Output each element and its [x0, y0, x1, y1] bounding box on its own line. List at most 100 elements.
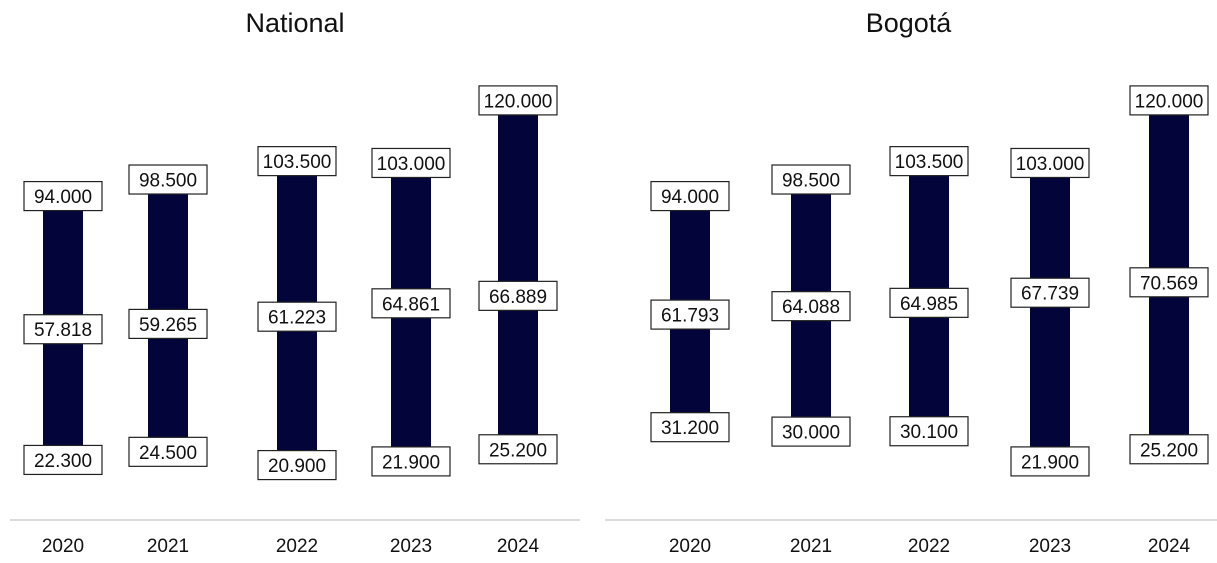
data-label-min-2022: 20.900 [257, 449, 337, 481]
data-label-box [771, 291, 851, 322]
x-tick-label-2020: 2020 [42, 536, 84, 557]
data-label-text: 103.500 [895, 152, 964, 173]
x-tick-label-2021: 2021 [147, 536, 189, 557]
data-label-text: 103.500 [263, 152, 332, 173]
data-label-box [889, 287, 969, 318]
data-label-text: 22.300 [34, 451, 92, 472]
data-label-box [371, 288, 451, 319]
data-label-max-2024: 120.000 [478, 85, 558, 116]
data-label-text: 24.500 [139, 443, 197, 464]
data-label-text: 31.200 [661, 418, 719, 439]
data-label-median-2023: 67.739 [1010, 277, 1090, 308]
data-label-text: 25.200 [489, 440, 547, 461]
data-label-text: 25.200 [1140, 440, 1198, 461]
data-label-box [23, 314, 103, 345]
data-label-box [650, 299, 730, 330]
data-label-box [23, 444, 103, 476]
x-tick-label-2022: 2022 [908, 536, 950, 557]
data-label-box [371, 147, 451, 179]
data-label-box [650, 412, 730, 443]
data-label-box [257, 146, 337, 177]
data-label-max-2023: 103.000 [371, 147, 451, 179]
data-label-box [1010, 147, 1090, 179]
x-tick-label-2023: 2023 [390, 536, 432, 557]
data-label-text: 20.900 [268, 456, 326, 477]
data-label-min-2021: 24.500 [128, 436, 208, 467]
data-label-min-2024: 25.200 [478, 434, 558, 465]
data-label-text: 61.223 [268, 308, 326, 329]
data-label-text: 120.000 [484, 91, 553, 112]
data-label-min-2023: 21.900 [1010, 446, 1090, 477]
data-label-max-2022: 103.500 [889, 146, 969, 177]
data-label-median-2023: 64.861 [371, 288, 451, 319]
data-label-max-2022: 103.500 [257, 146, 337, 177]
data-label-text: 64.985 [900, 294, 958, 315]
data-label-median-2024: 70.569 [1129, 267, 1209, 298]
chart-plot-national: 94.000 57.818 22.300 2020 98.500 59.265 24.500… [10, 85, 580, 557]
data-label-max-2023: 103.000 [1010, 147, 1090, 179]
data-label-box [1129, 267, 1209, 298]
data-label-box [1129, 434, 1209, 465]
data-label-text: 64.861 [382, 294, 440, 315]
data-label-median-2024: 66.889 [478, 280, 558, 311]
range-bar-2024 [498, 100, 538, 450]
data-label-box [128, 436, 208, 467]
chart-title-bogota: Bogotá [865, 8, 952, 38]
data-label-text: 94.000 [661, 187, 719, 208]
data-label-text: 21.900 [1021, 452, 1079, 473]
data-label-text: 57.818 [34, 320, 92, 341]
data-label-text: 98.500 [139, 171, 197, 192]
data-label-box [1010, 277, 1090, 308]
data-label-box [257, 301, 337, 332]
data-label-max-2021: 98.500 [771, 164, 851, 195]
data-label-box [478, 434, 558, 465]
data-label-box [128, 308, 208, 340]
data-label-text: 21.900 [382, 452, 440, 473]
x-tick-label-2024: 2024 [1148, 536, 1191, 557]
chart-national: National 94.000 57.818 22.300 2020 98.500 59.… [0, 0, 590, 563]
data-label-median-2020: 57.818 [23, 314, 103, 345]
data-label-box [371, 446, 451, 477]
data-label-text: 67.739 [1021, 284, 1079, 305]
data-label-text: 103.000 [1016, 154, 1085, 175]
data-label-max-2020: 94.000 [650, 180, 730, 212]
data-label-box [257, 449, 337, 481]
data-label-text: 59.265 [139, 315, 197, 336]
range-bar-2023 [1030, 162, 1070, 462]
data-label-text: 98.500 [782, 171, 840, 192]
data-label-min-2020: 31.200 [650, 412, 730, 443]
chart-plot-bogota: 94.000 61.793 31.200 2020 98.500 64.088 30.000… [605, 85, 1217, 557]
data-label-min-2024: 25.200 [1129, 434, 1209, 465]
data-label-box [1129, 85, 1209, 116]
data-label-text: 30.000 [782, 423, 840, 444]
x-tick-label-2024: 2024 [497, 536, 540, 557]
data-label-max-2021: 98.500 [128, 164, 208, 195]
data-label-box [1010, 446, 1090, 477]
data-label-text: 64.088 [782, 297, 840, 318]
data-label-text: 70.569 [1140, 273, 1198, 294]
data-label-text: 103.000 [377, 154, 446, 175]
data-label-box [23, 180, 103, 212]
data-label-box [889, 416, 969, 447]
data-label-text: 94.000 [34, 187, 92, 208]
data-label-min-2020: 22.300 [23, 444, 103, 476]
x-tick-label-2023: 2023 [1029, 536, 1071, 557]
data-label-box [128, 164, 208, 195]
data-label-text: 120.000 [1135, 91, 1204, 112]
data-label-box [771, 416, 851, 447]
data-label-box [771, 164, 851, 195]
data-label-median-2022: 64.985 [889, 287, 969, 318]
x-tick-label-2021: 2021 [790, 536, 832, 557]
data-label-box [889, 146, 969, 177]
chart-bogota: Bogotá 94.000 61.793 31.200 2020 98.500 64.08… [600, 0, 1217, 563]
data-label-min-2022: 30.100 [889, 416, 969, 447]
data-label-box [478, 280, 558, 311]
data-label-min-2023: 21.900 [371, 446, 451, 477]
data-label-max-2024: 120.000 [1129, 85, 1209, 116]
data-label-text: 66.889 [489, 287, 547, 308]
data-label-text: 30.100 [900, 422, 958, 443]
data-label-box [650, 180, 730, 212]
data-label-min-2021: 30.000 [771, 416, 851, 447]
data-label-median-2021: 59.265 [128, 308, 208, 340]
data-label-median-2020: 61.793 [650, 299, 730, 330]
